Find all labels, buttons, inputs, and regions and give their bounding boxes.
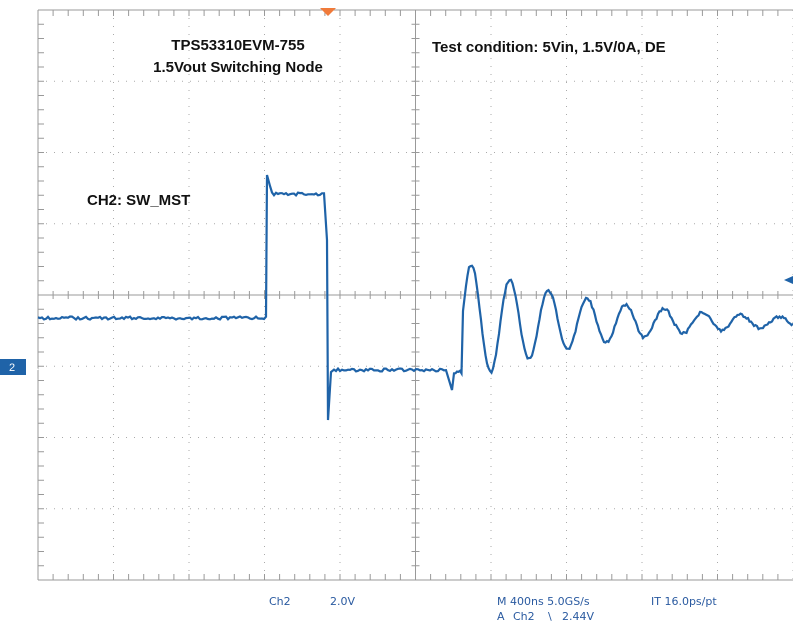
readout-timebase: M 400ns 5.0GS/s	[497, 595, 590, 608]
readout-trigger-level: 2.44V	[562, 610, 594, 623]
test-condition: Test condition: 5Vin, 1.5V/0A, DE	[432, 39, 666, 56]
readout-interpolation: IT 16.0ps/pt	[651, 595, 717, 608]
trigger-position-marker	[320, 8, 336, 16]
title-line: 1.5Vout Switching Node	[153, 59, 323, 76]
title-line: TPS53310EVM-755	[171, 37, 304, 54]
channel-marker: 2	[9, 362, 15, 374]
channel-marker-box	[0, 359, 26, 375]
channel-arrow: →	[30, 362, 41, 374]
readout-channel: Ch2	[269, 595, 291, 608]
graticule	[37, 9, 793, 581]
trigger-level-marker	[784, 276, 793, 284]
readout-scale: 2.0V	[330, 595, 355, 608]
waveform	[37, 174, 793, 421]
channel-label: CH2: SW_MST	[87, 192, 190, 209]
readout-trigger-slope: \	[548, 610, 552, 623]
readout-trigger-channel: Ch2	[513, 610, 535, 623]
readout-trigger-prefix: A	[497, 610, 505, 623]
